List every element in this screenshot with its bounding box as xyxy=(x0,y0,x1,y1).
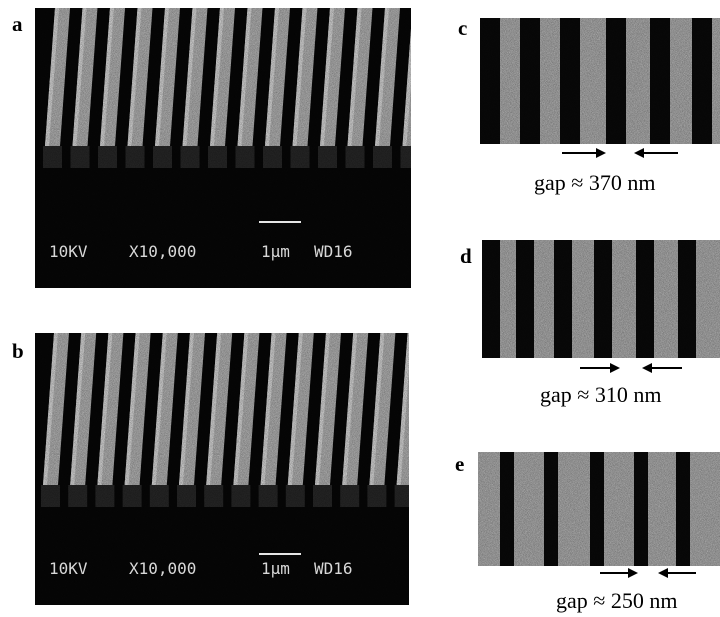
panel-label-c: c xyxy=(458,16,468,40)
strip-noise xyxy=(478,452,720,566)
sem-working-distance-a: WD16 xyxy=(314,242,353,261)
sem-image-b: 10KV X10,000 1µm WD16 xyxy=(35,333,409,605)
sem-magnification-b: X10,000 xyxy=(129,559,197,578)
left-arrow-icon xyxy=(642,363,652,373)
grating-strip-d xyxy=(482,240,720,358)
sem-working-distance-b: WD16 xyxy=(314,559,353,578)
sem-magnification-a: X10,000 xyxy=(129,242,197,261)
left-arrow-icon xyxy=(634,148,644,158)
gap-arrows-c xyxy=(560,146,680,160)
sem-noise xyxy=(35,8,411,288)
gap-caption-c: gap ≈ 370 nm xyxy=(534,170,656,195)
sem-noise xyxy=(35,333,409,605)
scale-bar-a xyxy=(259,221,301,223)
sem-voltage-b: 10KV xyxy=(49,559,88,578)
grating-stripes-d xyxy=(482,240,720,358)
left-arrow-icon xyxy=(658,568,668,578)
grating-strip-c xyxy=(480,18,720,144)
right-arrow-icon xyxy=(628,568,638,578)
scale-bar-b xyxy=(259,553,301,555)
grating-strip-e xyxy=(478,452,720,566)
strip-noise xyxy=(480,18,720,144)
strip-noise xyxy=(482,240,720,358)
panel-label-d: d xyxy=(460,244,472,268)
gap-arrows-e xyxy=(598,566,698,580)
sem-voltage-a: 10KV xyxy=(49,242,88,261)
sem-image-a: 10KV X10,000 1µm WD16 xyxy=(35,8,411,288)
gap-caption-e: gap ≈ 250 nm xyxy=(556,588,678,613)
grating-stripes-e xyxy=(478,452,720,566)
panel-label-a: a xyxy=(12,12,23,36)
sem-pillars-a xyxy=(35,8,411,288)
grating-stripes-c xyxy=(480,18,720,144)
sem-info-bar-a: 10KV X10,000 1µm WD16 xyxy=(35,242,411,261)
panel-label-e: e xyxy=(455,452,465,476)
sem-scale-b: 1µm xyxy=(261,559,290,578)
right-arrow-icon xyxy=(596,148,606,158)
sem-info-bar-b: 10KV X10,000 1µm WD16 xyxy=(35,559,409,578)
sem-pillars-b xyxy=(35,333,409,605)
right-arrow-icon xyxy=(610,363,620,373)
gap-arrows-d xyxy=(578,361,684,375)
panel-label-b: b xyxy=(12,339,24,363)
gap-caption-d: gap ≈ 310 nm xyxy=(540,382,662,407)
sem-scale-a: 1µm xyxy=(261,242,290,261)
